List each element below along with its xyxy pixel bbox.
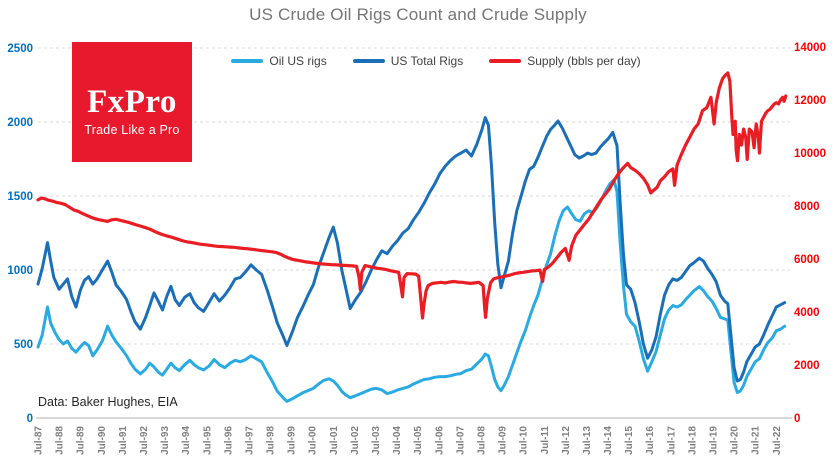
x-axis-tick-label: Jul-13 [582, 426, 593, 455]
series-line-supply-bbls-per-day- [36, 71, 788, 320]
x-axis-tick-label: Jul-18 [687, 426, 698, 455]
source-note: Data: Baker Hughes, EIA [38, 395, 178, 409]
x-axis-tick-label: Jul-97 [244, 426, 255, 455]
y-axis-right-tick-label: 2000 [794, 360, 820, 372]
x-axis-tick-label: Jul-11 [540, 426, 551, 455]
x-axis-tick-label: Jul-89 [76, 426, 87, 455]
x-axis-tick-label: Jul-20 [730, 426, 741, 455]
x-axis-tick-label: Jul-05 [413, 426, 424, 455]
y-axis-left-tick-label: 2000 [7, 117, 33, 129]
y-axis-left-tick-label: 1500 [7, 191, 33, 203]
x-axis-tick-label: Jul-12 [561, 426, 572, 455]
x-axis-tick-label: Jul-96 [223, 426, 234, 455]
x-axis-tick-label: Jul-08 [477, 426, 488, 455]
x-axis-tick-label: Jul-04 [392, 426, 403, 455]
y-axis-left-tick-label: 0 [27, 413, 33, 425]
x-axis-tick-label: Jul-95 [202, 426, 213, 455]
y-axis-left-tick-label: 2500 [7, 43, 33, 55]
x-axis-tick-label: Jul-87 [34, 426, 45, 455]
y-axis-right-tick-label: 14000 [794, 42, 826, 54]
fxpro-logo-text: FxPro [87, 83, 177, 120]
x-axis-tick-label: Jul-01 [329, 426, 340, 455]
series-line-us-total-rigs [36, 116, 787, 383]
x-axis-tick-label: Jul-10 [519, 426, 530, 455]
x-axis-tick-label: Jul-02 [350, 426, 361, 455]
x-axis-tick-label: Jul-09 [498, 426, 509, 455]
x-axis-tick-label: Jul-17 [666, 426, 677, 455]
oil-us-rigs-line-swatch [231, 59, 264, 63]
x-axis-tick-label: Jul-06 [434, 426, 445, 455]
y-axis-right-tick-label: 4000 [794, 307, 820, 319]
legend-label: US Total Rigs [390, 54, 464, 68]
us-total-rigs-line-swatch [352, 59, 385, 63]
fxpro-logo: FxPro Trade Like a Pro [72, 42, 192, 162]
y-axis-right-tick-label: 6000 [794, 254, 820, 266]
x-axis-tick-label: Jul-03 [371, 426, 382, 455]
page-title: US Crude Oil Rigs Count and Crude Supply [249, 5, 587, 24]
legend-item-us-total-rigs: US Total Rigs [352, 54, 464, 68]
legend-item-supply: Supply (bbls per day) [489, 54, 641, 68]
x-axis-tick-label: Jul-07 [455, 426, 466, 455]
x-axis-tick-label: Jul-91 [118, 426, 129, 455]
y-axis-right-tick-label: 0 [794, 413, 800, 425]
y-axis-left-tick-label: 1000 [7, 265, 33, 277]
x-axis-tick-label: Jul-99 [287, 426, 298, 455]
y-axis-right-tick-label: 10000 [794, 148, 826, 160]
fxpro-logo-tagline: Trade Like a Pro [84, 122, 180, 137]
x-axis-tick-label: Jul-22 [772, 426, 783, 455]
legend-label: Oil US rigs [269, 54, 327, 68]
x-axis-tick-label: Jul-93 [160, 426, 171, 455]
x-axis-tick-label: Jul-21 [751, 426, 762, 455]
x-axis-tick-label: Jul-98 [266, 426, 277, 455]
series-line-oil-us-rigs [36, 178, 787, 403]
x-axis-tick-label: Jul-92 [139, 426, 150, 455]
y-axis-right-tick-label: 12000 [794, 95, 826, 107]
x-axis-tick-label: Jul-19 [709, 426, 720, 455]
x-axis-tick-label: Jul-88 [55, 426, 66, 455]
legend-label: Supply (bbls per day) [527, 54, 641, 68]
supply-line-swatch [489, 59, 522, 63]
y-axis-left-tick-label: 500 [14, 339, 33, 351]
x-axis-tick-label: Jul-00 [308, 426, 319, 455]
legend-item-oil-us-rigs: Oil US rigs [231, 54, 327, 68]
x-axis-tick-label: Jul-90 [97, 426, 108, 455]
x-axis-tick-label: Jul-15 [624, 426, 635, 455]
chart-legend: Oil US rigs US Total Rigs Supply (bbls p… [116, 54, 756, 68]
y-axis-right-tick-label: 8000 [794, 201, 820, 213]
x-axis-tick-label: Jul-16 [645, 426, 656, 455]
x-axis-tick-label: Jul-94 [181, 426, 192, 455]
x-axis-tick-label: Jul-14 [603, 426, 614, 455]
